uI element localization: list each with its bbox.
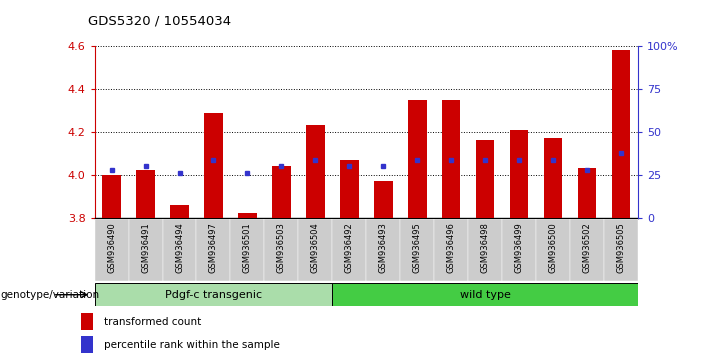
Bar [231,219,264,281]
Bar [374,181,393,218]
Text: percentile rank within the sample: percentile rank within the sample [104,340,280,350]
Bar [570,219,604,281]
Text: GSM936493: GSM936493 [379,223,388,273]
Bar [204,113,223,218]
Text: GSM936497: GSM936497 [209,223,218,273]
Text: GSM936495: GSM936495 [413,223,422,273]
Bar [81,336,93,353]
Bar [544,138,562,218]
Bar [299,219,332,281]
Text: GSM936501: GSM936501 [243,223,252,273]
Bar [238,213,257,218]
Bar [128,219,163,281]
Text: GSM936494: GSM936494 [175,223,184,273]
Bar [264,219,299,281]
Text: GSM936504: GSM936504 [311,223,320,273]
Text: GSM936505: GSM936505 [616,223,625,273]
Bar [434,219,468,281]
Bar [408,100,426,218]
Bar [578,169,597,218]
Text: GSM936500: GSM936500 [548,223,557,273]
Bar [332,219,366,281]
Bar [136,171,155,218]
Bar [95,283,332,306]
Text: GSM936490: GSM936490 [107,223,116,273]
Text: GSM936491: GSM936491 [141,223,150,273]
Bar [163,219,196,281]
Bar [102,175,121,218]
Text: GSM936496: GSM936496 [447,223,456,273]
Text: genotype/variation: genotype/variation [0,290,99,300]
Bar [510,130,529,218]
Text: GSM936492: GSM936492 [345,223,354,273]
Bar [81,313,93,331]
Bar [340,160,359,218]
Text: GSM936498: GSM936498 [481,223,489,273]
Text: GDS5320 / 10554034: GDS5320 / 10554034 [88,14,231,27]
Bar [272,166,291,218]
Bar [476,141,494,218]
Text: Pdgf-c transgenic: Pdgf-c transgenic [165,290,262,300]
Text: transformed count: transformed count [104,317,201,327]
Text: GSM936502: GSM936502 [583,223,592,273]
Bar [95,219,128,281]
Bar [306,125,325,218]
Bar [536,219,570,281]
Bar [611,50,630,218]
Bar [502,219,536,281]
Bar [367,219,400,281]
Text: GSM936499: GSM936499 [515,223,524,273]
Bar [170,205,189,218]
Bar [442,100,461,218]
Text: wild type: wild type [460,290,510,300]
Bar [468,219,502,281]
Bar [604,219,638,281]
Text: GSM936503: GSM936503 [277,223,286,273]
Bar [332,283,638,306]
Bar [196,219,231,281]
Bar [400,219,434,281]
